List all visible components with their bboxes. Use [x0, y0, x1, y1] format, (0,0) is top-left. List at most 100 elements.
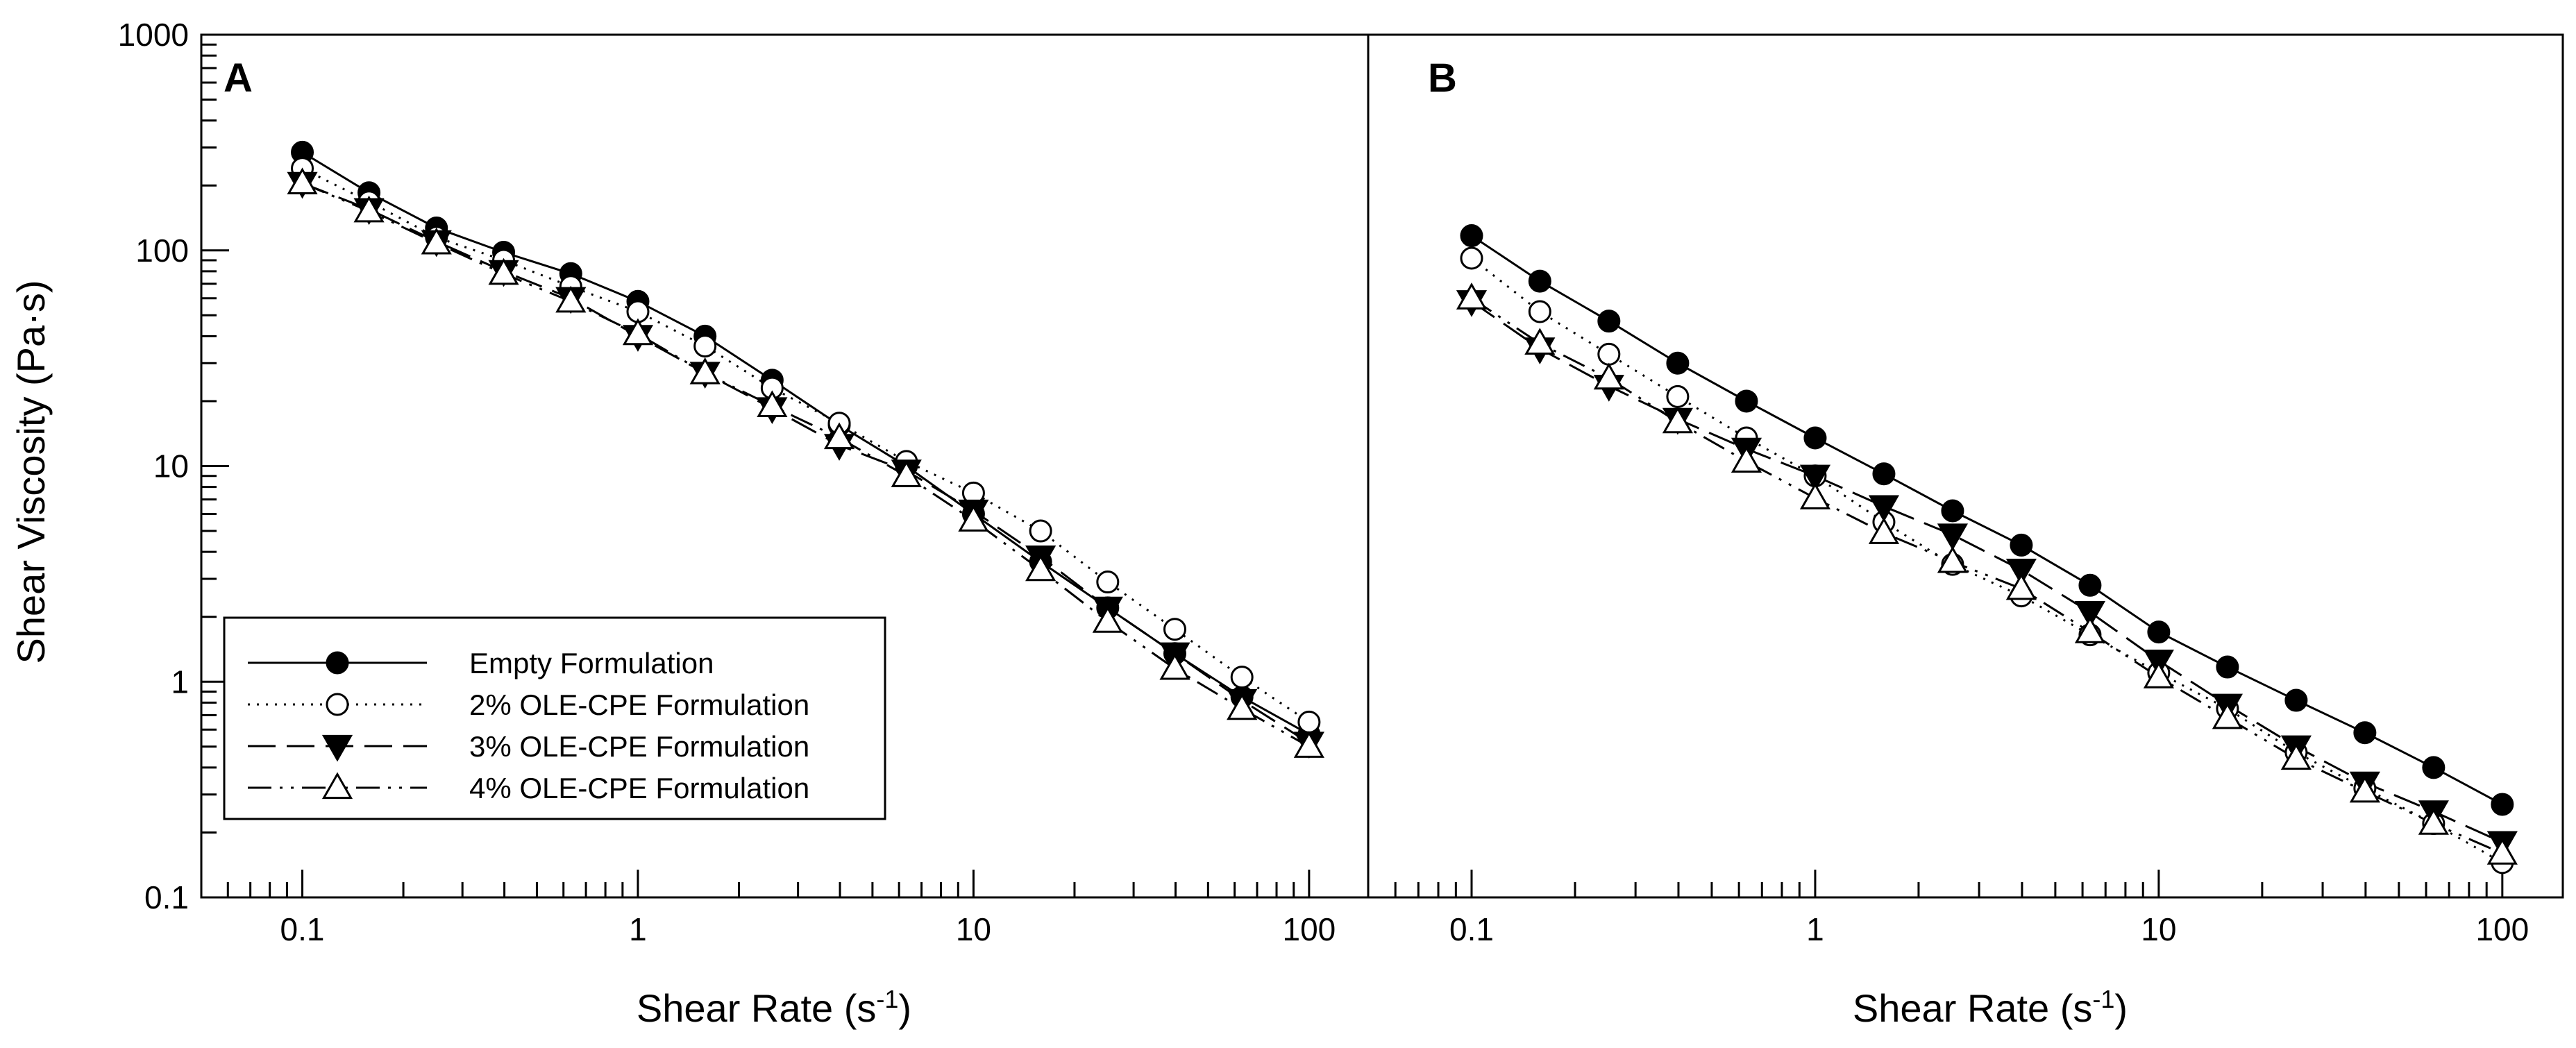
data-point [1528, 269, 1551, 293]
legend-label: 2% OLE-CPE Formulation [469, 688, 809, 721]
data-point [622, 318, 654, 346]
data-point [1092, 606, 1123, 633]
data-point [1163, 618, 1186, 641]
legend-item: Empty Formulation [248, 647, 714, 679]
data-point [1227, 693, 1258, 720]
legend-marker [326, 651, 349, 675]
series-line-4 [301, 182, 1310, 748]
data-point [1868, 495, 1900, 523]
data-point [287, 167, 318, 194]
data-point [2005, 573, 2037, 600]
data-point [2486, 838, 2518, 865]
legend-marker [321, 772, 353, 800]
data-point [1666, 351, 1690, 375]
data-point [693, 335, 717, 358]
plot-layer: 0.1 1 10 100 0.1 1 10 100 1000 A 0.1 1 10 100 B Empty F… [118, 17, 2564, 947]
data-point [1025, 554, 1057, 582]
panel-a: 0.1 1 10 100 0.1 1 10 100 1000 A [118, 17, 1370, 947]
data-point [2422, 756, 2445, 779]
data-point [1872, 462, 1896, 486]
data-point [1230, 666, 1254, 689]
data-point [421, 227, 452, 255]
legend-marker [321, 734, 353, 762]
data-point [2005, 558, 2037, 586]
legend-item: 4% OLE-CPE Formulation [248, 772, 809, 804]
data-point [1293, 731, 1324, 758]
y-tick-label: 100 [135, 233, 189, 269]
data-point [1029, 519, 1052, 543]
panel-b: 0.1 1 10 100 B [1367, 33, 2564, 947]
x-tick-label: 0.1 [280, 911, 325, 947]
data-point [1096, 571, 1120, 594]
data-point [1799, 482, 1831, 509]
data-point [2280, 743, 2312, 770]
data-point [2353, 721, 2377, 745]
data-point [1803, 426, 1827, 450]
data-point [1524, 328, 1556, 355]
x-axis-label-b: Shear Rate (s-1) [1853, 985, 2128, 1031]
data-point [1937, 546, 1969, 573]
data-point [689, 357, 721, 384]
x-tick-label: 100 [2475, 911, 2529, 947]
data-point [2349, 775, 2380, 803]
data-point [2143, 661, 2174, 688]
data-point [1297, 710, 1321, 734]
y-tick-label: 10 [153, 448, 189, 484]
legend-label: 4% OLE-CPE Formulation [469, 772, 809, 804]
panel-label: B [1428, 56, 1457, 101]
data-point [2284, 688, 2308, 712]
legend-label: Empty Formulation [469, 647, 714, 679]
y-axis-label: Shear Viscosity (Pa·s) [9, 280, 53, 664]
series-line-4 [1471, 297, 2503, 854]
data-point [555, 285, 587, 313]
data-point [1456, 282, 1488, 310]
data-point [353, 195, 385, 223]
series-line-1 [1471, 235, 2503, 806]
data-point [2147, 620, 2171, 644]
data-point [1460, 246, 1483, 270]
data-point [2074, 616, 2106, 643]
plot-frame [1367, 33, 2564, 899]
x-tick-label: 1 [629, 911, 647, 947]
data-point [1159, 652, 1190, 680]
data-point [2212, 702, 2243, 729]
x-tick-label: 1 [1806, 911, 1824, 947]
data-point [1597, 310, 1621, 333]
legend-label: 3% OLE-CPE Formulation [469, 730, 809, 763]
data-point [1799, 464, 1831, 492]
legend: Empty Formulation 2% OLE-CPE Formulation 3… [223, 616, 886, 820]
data-point [1868, 517, 1900, 544]
data-point [2216, 655, 2239, 679]
x-tick-label: 0.1 [1449, 911, 1494, 947]
legend-item: 3% OLE-CPE Formulation [248, 730, 809, 763]
data-point [1597, 342, 1621, 366]
data-point [2010, 533, 2033, 557]
series-line-3 [1471, 301, 2503, 844]
data-point [2491, 793, 2514, 816]
x-tick-label: 100 [1282, 911, 1336, 947]
y-tick-label: 0.1 [144, 879, 189, 915]
data-point [891, 460, 922, 487]
y-tick-label: 1 [171, 664, 189, 700]
data-point [1735, 389, 1758, 413]
data-point [1593, 362, 1624, 390]
data-point [823, 422, 855, 450]
data-point [1662, 406, 1693, 434]
x-axis-label-a: Shear Rate (s-1) [637, 985, 911, 1031]
data-point [1666, 384, 1690, 408]
data-point [2078, 573, 2102, 597]
data-point [1460, 224, 1483, 248]
data-point [2074, 600, 2106, 628]
data-point [1937, 523, 1969, 551]
legend-item: 2% OLE-CPE Formulation [248, 688, 809, 721]
series-line-3 [301, 182, 1310, 744]
data-point [958, 505, 989, 532]
panel-label: A [224, 56, 253, 101]
data-point [1731, 446, 1762, 473]
data-point [2418, 808, 2449, 835]
series-line-2 [1471, 257, 2503, 864]
data-point [488, 257, 519, 285]
data-point [1941, 499, 1964, 523]
x-tick-label: 10 [2141, 911, 2176, 947]
